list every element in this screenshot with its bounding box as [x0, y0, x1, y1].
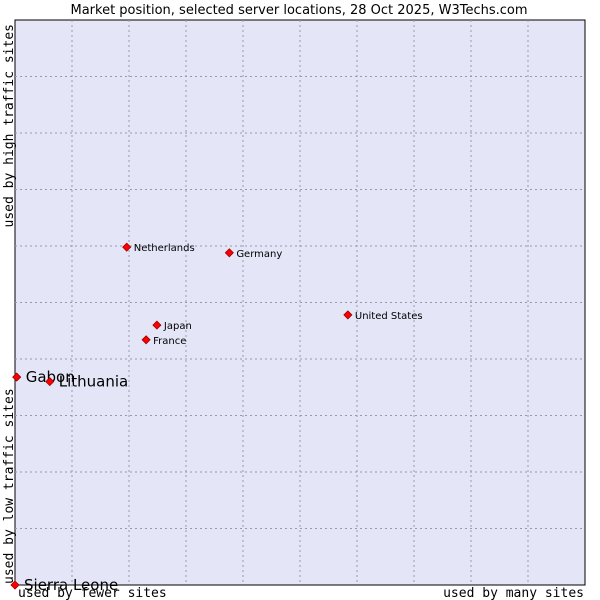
- point-marker[interactable]: [10, 580, 20, 590]
- point-label: United States: [355, 311, 423, 322]
- point-label: Germany: [236, 249, 282, 260]
- x-axis-label-right: used by many sites: [443, 586, 584, 600]
- data-point-sierra-leone[interactable]: Sierra Leone: [10, 576, 118, 594]
- point-marker[interactable]: [12, 372, 22, 382]
- x-axis-label-left: used by fewer sites: [18, 586, 167, 600]
- point-marker[interactable]: [152, 320, 162, 330]
- data-point-france[interactable]: France: [141, 335, 186, 347]
- point-marker[interactable]: [45, 377, 55, 387]
- data-point-lithuania[interactable]: Lithuania: [45, 373, 128, 391]
- data-point-gabon[interactable]: Gabon: [12, 368, 75, 386]
- grid-lines: [15, 20, 585, 585]
- point-label: Lithuania: [59, 373, 128, 391]
- point-label: Gabon: [26, 368, 75, 386]
- data-points: Netherlands Germany United States Japan Fran…: [10, 242, 423, 594]
- point-label: Japan: [163, 321, 192, 332]
- data-point-germany[interactable]: Germany: [224, 248, 282, 260]
- point-label: Sierra Leone: [24, 576, 118, 594]
- point-marker[interactable]: [141, 335, 151, 345]
- data-point-japan[interactable]: Japan: [152, 320, 192, 332]
- point-marker[interactable]: [122, 242, 132, 252]
- chart-title: Market position, selected server locatio…: [70, 3, 527, 18]
- point-marker[interactable]: [343, 310, 353, 320]
- data-point-netherlands[interactable]: Netherlands: [122, 242, 195, 254]
- data-point-united-states[interactable]: United States: [343, 310, 423, 322]
- y-axis-label-bottom: used by low traffic sites: [2, 388, 17, 584]
- y-axis-label-top: used by high traffic sites: [2, 24, 17, 228]
- point-label: Netherlands: [134, 243, 195, 254]
- point-label: France: [153, 336, 186, 347]
- point-marker[interactable]: [224, 248, 234, 258]
